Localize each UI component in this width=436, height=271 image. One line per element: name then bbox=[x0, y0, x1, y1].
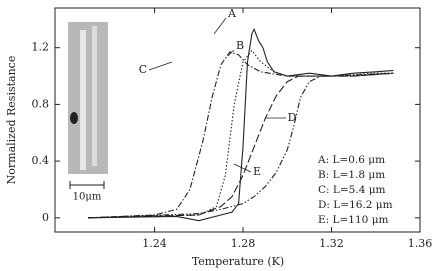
annotation: A bbox=[227, 7, 237, 20]
annotation-arrow bbox=[213, 17, 227, 35]
annotation: E bbox=[253, 165, 261, 178]
inset-spot bbox=[70, 112, 78, 124]
inset-strip bbox=[80, 30, 86, 170]
annotation-arrow bbox=[233, 163, 252, 173]
curve bbox=[88, 49, 394, 219]
legend-entry: D: L=16.2 μm bbox=[318, 199, 393, 211]
legend-entry: E: L=110 μm bbox=[318, 214, 389, 226]
plot-frame bbox=[54, 7, 421, 233]
curve bbox=[88, 72, 394, 219]
annotation: D bbox=[288, 111, 297, 124]
inset-image: 10μm bbox=[68, 22, 108, 203]
scale-label: 10μm bbox=[73, 192, 102, 203]
legend-entry: C: L=5.4 μm bbox=[318, 184, 386, 196]
legend-entry: B: L=1.8 μm bbox=[318, 169, 385, 181]
x-tick-label: 1.24 bbox=[142, 237, 167, 250]
annotation: C bbox=[139, 63, 147, 76]
legend-entry: A: L=0.6 μm bbox=[317, 154, 385, 166]
curve bbox=[88, 51, 394, 219]
y-tick-label: 0.8 bbox=[32, 97, 50, 110]
curve bbox=[88, 72, 394, 219]
inset-strip bbox=[92, 26, 97, 166]
inset-photo bbox=[68, 22, 108, 174]
annotation-arrow bbox=[227, 49, 235, 57]
y-tick-label: 0 bbox=[42, 211, 49, 224]
annotation: B bbox=[236, 39, 244, 52]
x-tick-label: 1.36 bbox=[408, 237, 433, 250]
y-axis-label: Normalized Resistance bbox=[5, 56, 18, 185]
x-tick-label: 1.32 bbox=[319, 237, 344, 250]
x-axis-label: Temperature (K) bbox=[192, 255, 284, 268]
y-tick-label: 0.4 bbox=[32, 154, 50, 167]
y-tick-label: 1.2 bbox=[32, 41, 50, 54]
annotation-arrow bbox=[148, 61, 173, 71]
x-tick-label: 1.28 bbox=[231, 237, 256, 250]
